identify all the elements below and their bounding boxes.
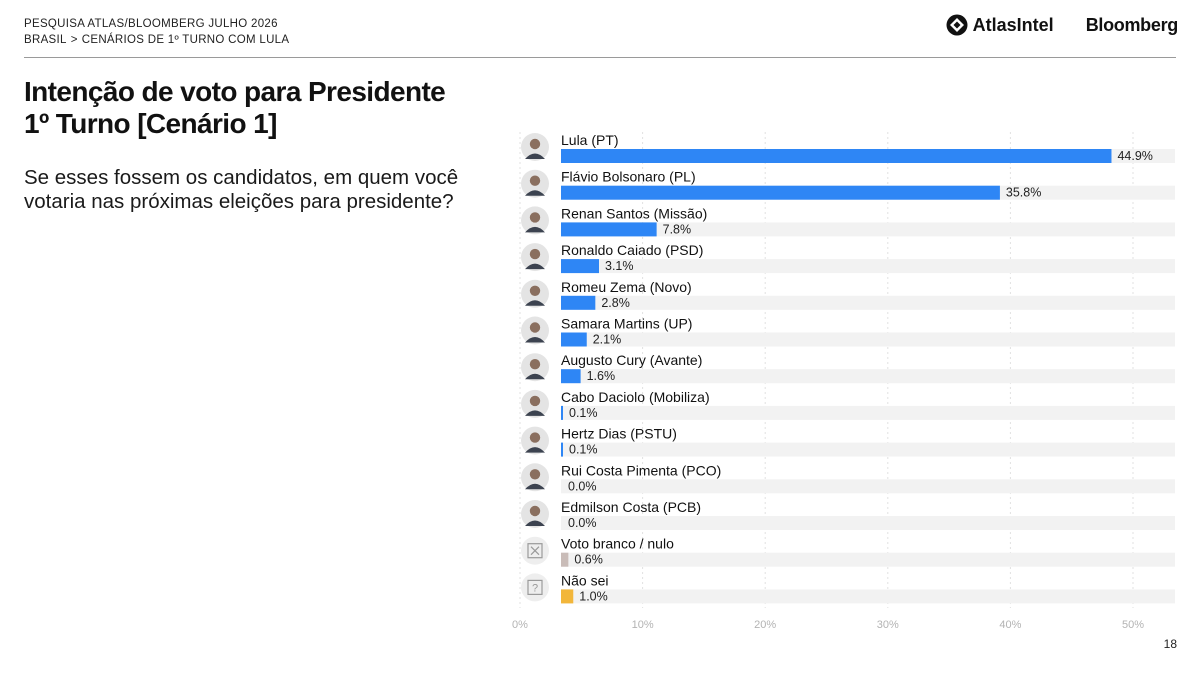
bar-track	[561, 516, 1175, 530]
category-label: Ronaldo Caiado (PSD)	[561, 242, 703, 258]
bar-track	[561, 332, 1175, 347]
avatar-shoulders-icon	[525, 447, 545, 453]
avatar-shoulders-icon	[525, 153, 545, 159]
category-label: Rui Costa Pimenta (PCO)	[561, 462, 721, 478]
data-label: 3.1%	[605, 259, 634, 273]
x-tick-label: 10%	[632, 619, 654, 631]
bar	[561, 222, 657, 237]
logo-group: AtlasIntel Bloomberg	[946, 14, 1178, 36]
avatar-head-icon	[529, 469, 541, 480]
bar	[561, 332, 587, 347]
bar-track	[561, 479, 1175, 494]
atlasintel-logo: AtlasIntel	[946, 14, 1054, 36]
data-label: 2.8%	[601, 296, 630, 310]
bar	[561, 552, 569, 567]
avatar-shoulders-icon	[525, 337, 545, 343]
atlasintel-wordmark: AtlasIntel	[972, 14, 1054, 35]
avatar-shoulders-icon	[525, 190, 545, 196]
avatar-head-icon	[529, 359, 541, 370]
bar	[561, 442, 563, 457]
category-label: Flávio Bolsonaro (PL)	[561, 169, 696, 185]
data-label: 0.0%	[568, 516, 597, 530]
avatar-shoulders-icon	[525, 226, 545, 233]
breadcrumb: BRASIL > CENÁRIOS DE 1º TURNO COM LULA	[24, 32, 289, 48]
bar-track	[561, 405, 1175, 420]
bar	[561, 369, 581, 384]
avatar-head-icon	[529, 432, 541, 443]
x-tick-label: 50%	[1122, 619, 1144, 631]
category-label: Samara Martins (UP)	[561, 316, 692, 332]
question-mark-icon: ?	[532, 582, 538, 594]
blank-vote-icon	[527, 543, 543, 559]
data-label: 2.1%	[593, 333, 622, 347]
avatar-shoulders-icon	[525, 300, 545, 306]
avatar-shoulders-icon	[525, 373, 545, 380]
category-label: Voto branco / nulo	[561, 536, 674, 552]
bar	[561, 185, 1000, 200]
x-tick-label: 20%	[754, 619, 776, 631]
bar	[561, 405, 563, 420]
bar	[561, 259, 600, 274]
category-label: Augusto Cury (Avante)	[561, 352, 702, 368]
page-number: 18	[1163, 637, 1177, 651]
bar-track	[561, 369, 1175, 384]
avatar-shoulders-icon	[525, 410, 545, 416]
breadcrumb-section: CENÁRIOS DE 1º TURNO COM LULA	[81, 34, 290, 46]
data-label: 7.8%	[663, 222, 692, 236]
data-label: 0.0%	[568, 479, 597, 493]
data-label: 1.6%	[587, 369, 616, 383]
bloomberg-logo: Bloomberg	[1085, 14, 1179, 35]
data-label: 0.1%	[569, 406, 598, 420]
bar	[561, 149, 1112, 163]
survey-question: Se esses fossem os candidatos, em quem v…	[24, 166, 459, 213]
data-label: 35.8%	[1006, 186, 1041, 200]
x-tick-label: 30%	[877, 619, 899, 631]
breadcrumb-country: BRASIL	[24, 34, 67, 46]
atlasintel-logo-icon	[946, 14, 968, 36]
title-line-1: Intenção de voto para Presidente	[24, 76, 446, 107]
avatar-head-icon	[529, 322, 541, 333]
avatar-head-icon	[529, 505, 541, 517]
avatar-head-icon	[529, 248, 541, 260]
avatar-head-icon	[529, 285, 541, 296]
breadcrumb-separator: >	[70, 34, 78, 46]
x-tick-label: 0%	[512, 619, 528, 631]
data-label: 1.0%	[579, 589, 608, 603]
report-header: PESQUISA ATLAS/BLOOMBERG JULHO 2026 BRAS…	[24, 16, 289, 48]
avatar-head-icon	[529, 395, 541, 407]
survey-name: PESQUISA ATLAS/BLOOMBERG JULHO 2026	[24, 18, 278, 30]
category-label: Lula (PT)	[561, 132, 619, 148]
avatar-shoulders-icon	[525, 520, 545, 526]
page-title: Intenção de voto para Presidente 1º Turn…	[24, 76, 494, 140]
title-line-2: 1º Turno [Cenário 1]	[24, 108, 277, 139]
bar-track	[561, 552, 1175, 567]
x-tick-label: 40%	[999, 619, 1021, 631]
avatar-head-icon	[529, 175, 541, 186]
header-divider	[24, 57, 1176, 58]
avatar-head-icon	[529, 212, 541, 223]
category-label: Hertz Dias (PSTU)	[561, 426, 677, 442]
bar	[561, 589, 574, 604]
bar-track	[561, 259, 1175, 274]
cross-icon	[530, 546, 540, 556]
data-label: 0.6%	[574, 553, 603, 567]
avatar-shoulders-icon	[525, 483, 545, 490]
bar-track	[561, 222, 1175, 237]
avatar-head-icon	[529, 138, 541, 150]
category-label: Edmilson Costa (PCB)	[561, 499, 701, 515]
category-label: Cabo Daciolo (Mobiliza)	[561, 389, 710, 405]
category-label: Renan Santos (Missão)	[561, 205, 707, 221]
bar-track	[561, 442, 1175, 457]
category-label: Romeu Zema (Novo)	[561, 279, 692, 295]
bar-track	[561, 295, 1175, 310]
unknown-answer-icon	[527, 579, 543, 596]
bar-track	[561, 589, 1175, 604]
data-label: 44.9%	[1117, 149, 1152, 163]
data-label: 0.1%	[569, 443, 598, 457]
avatar-shoulders-icon	[525, 263, 545, 270]
bar	[561, 295, 596, 310]
category-label: Não sei	[561, 572, 608, 588]
